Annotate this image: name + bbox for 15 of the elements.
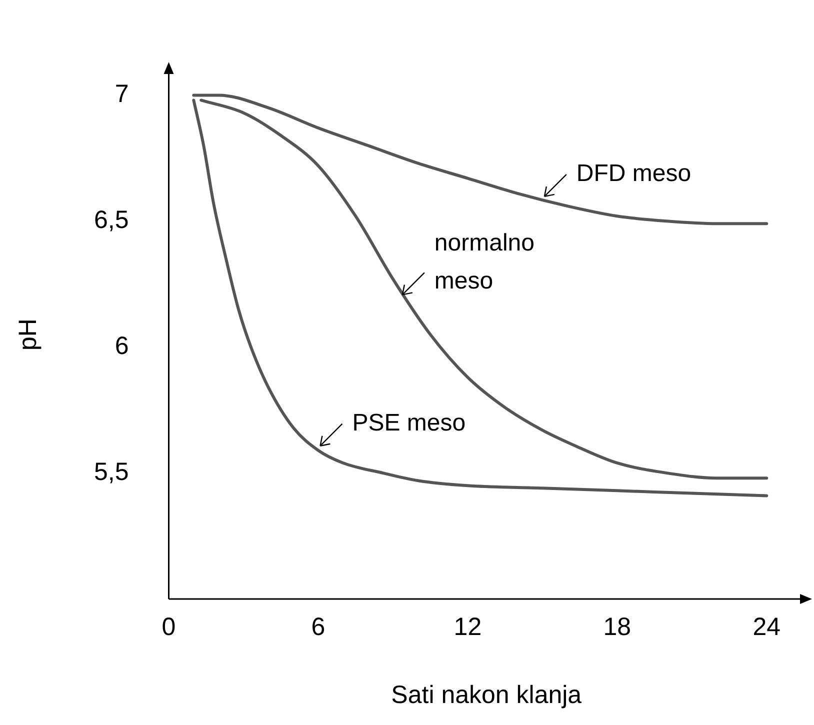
x-tick-label: 6 bbox=[311, 612, 326, 641]
y-tick-label: 6,5 bbox=[94, 206, 129, 234]
annotation: DFD meso bbox=[576, 160, 692, 188]
x-tick-label: 12 bbox=[454, 612, 482, 641]
y-axis-title: pH bbox=[14, 318, 42, 350]
x-tick-label: 24 bbox=[752, 612, 781, 641]
y-tick-label: 7 bbox=[114, 80, 129, 108]
x-axis-title: Sati nakon klanja bbox=[391, 680, 582, 709]
annotation: PSE meso bbox=[352, 409, 466, 436]
y-tick-label: 6 bbox=[114, 332, 129, 360]
x-tick-label: 0 bbox=[162, 612, 176, 641]
y-tick-label: 5,5 bbox=[94, 458, 129, 486]
annotation: normalno meso bbox=[434, 229, 534, 294]
line-series bbox=[192, 94, 768, 226]
x-tick-label: 18 bbox=[603, 612, 632, 641]
